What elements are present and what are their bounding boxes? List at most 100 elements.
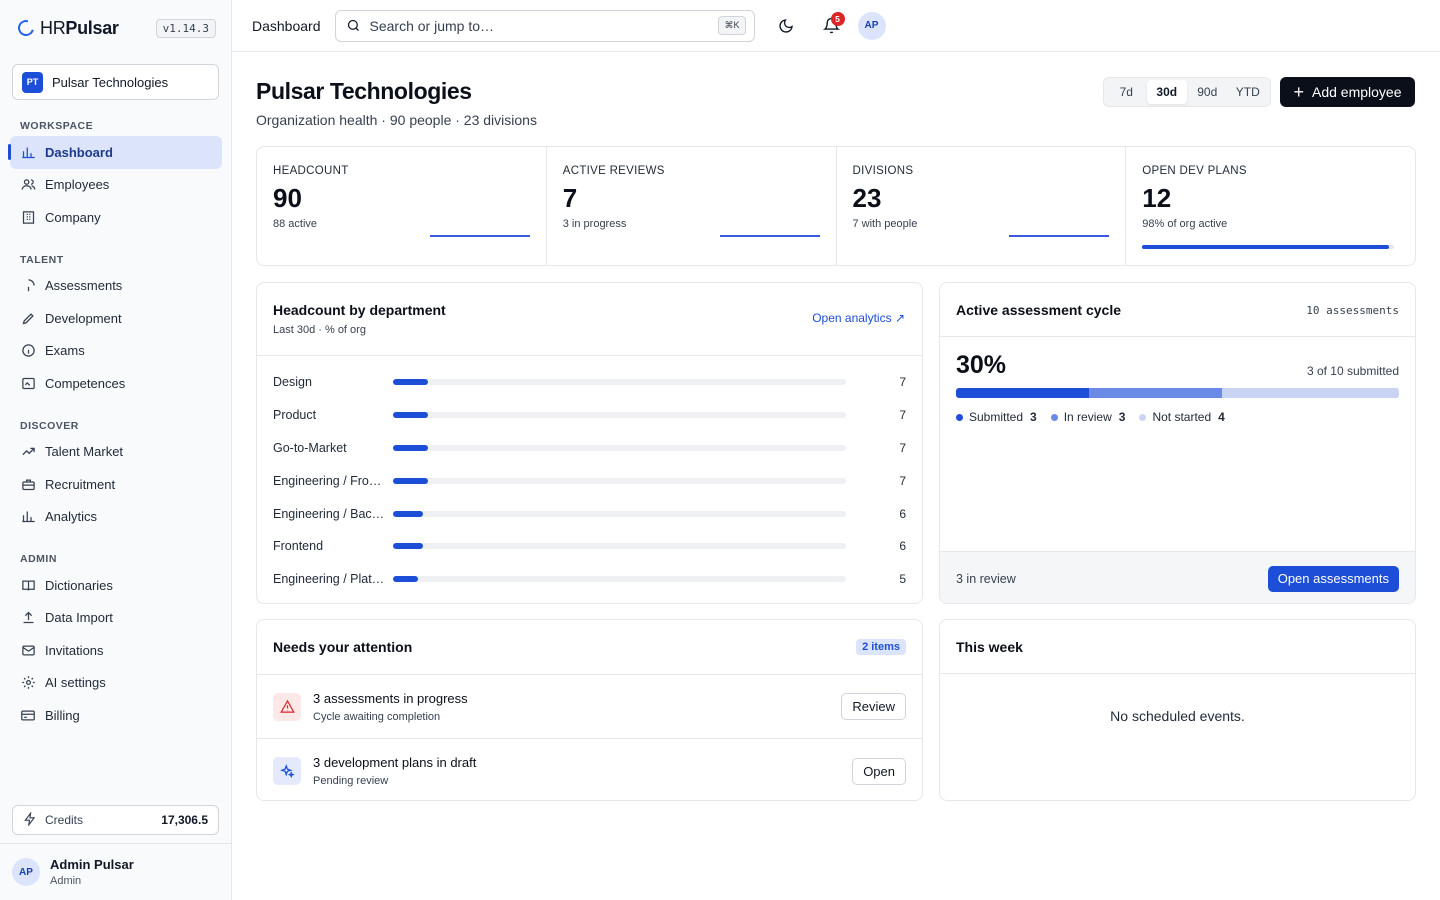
dept-bar-track xyxy=(393,477,846,484)
sidebar-item-competences[interactable]: Competences xyxy=(10,367,222,400)
open-assessments-button[interactable]: Open assessments xyxy=(1267,565,1399,592)
kpi-headcount: HEADCOUNT 90 88 active xyxy=(257,147,547,265)
mail-icon xyxy=(20,642,36,658)
dept-value: 5 xyxy=(899,572,906,587)
range-90d-button[interactable]: 90d xyxy=(1197,85,1218,99)
sidebar-item-invitations[interactable]: Invitations xyxy=(10,634,222,667)
add-employee-label: Add employee xyxy=(1312,84,1402,100)
credits-box[interactable]: Credits 17,306.5 xyxy=(12,805,219,835)
dept-row[interactable]: Engineering / Plat… 5 xyxy=(273,563,906,596)
org-name: Pulsar Technologies xyxy=(52,74,169,90)
credits-value: 17,306.5 xyxy=(161,813,208,827)
kpi-open-dev-plans: OPEN DEV PLANS 12 98% of org active xyxy=(1126,147,1415,265)
sidebar-item-analytics[interactable]: Analytics xyxy=(10,501,222,534)
dept-row[interactable]: Frontend 6 xyxy=(273,530,906,563)
dept-row[interactable]: Design 7 xyxy=(273,366,906,399)
user-avatar-button[interactable]: AP xyxy=(857,11,886,40)
sidebar-item-label: Assessments xyxy=(45,278,123,294)
cycle-title: Active assessment cycle xyxy=(956,302,1121,318)
sidebar-item-billing[interactable]: Billing xyxy=(10,699,222,732)
sidebar-item-dashboard[interactable]: Dashboard xyxy=(8,136,222,169)
open-analytics-link[interactable]: Open analytics ↗ xyxy=(812,311,905,325)
review-button[interactable]: Review xyxy=(841,693,906,720)
kpi-subtext: 98% of org active xyxy=(1142,218,1228,230)
credit-card-icon xyxy=(20,707,36,723)
dept-bar-track xyxy=(393,543,846,550)
trending-up-icon xyxy=(20,444,36,460)
sidebar-item-company[interactable]: Company xyxy=(10,201,222,234)
sidebar-item-assessments[interactable]: Assessments xyxy=(10,270,222,303)
version-badge: v1.14.3 xyxy=(155,18,216,38)
dept-row[interactable]: Product 7 xyxy=(273,399,906,432)
dept-name: Engineering / Plat… xyxy=(273,572,385,587)
gear-icon xyxy=(20,675,36,691)
org-badge: PT xyxy=(22,71,43,93)
dept-bar xyxy=(393,510,424,517)
dept-bar xyxy=(393,477,429,484)
sidebar-item-data-import[interactable]: Data Import xyxy=(10,602,222,635)
notifications-button[interactable]: 5 xyxy=(816,10,848,42)
theme-toggle-button[interactable] xyxy=(770,10,802,42)
legend-value: 3 xyxy=(1118,410,1126,424)
dept-value: 6 xyxy=(899,539,906,554)
dept-row[interactable]: Go-to-Market 7 xyxy=(273,432,906,465)
dept-name: Design xyxy=(273,375,312,390)
legend-in-review: In review 3 xyxy=(1050,410,1126,424)
open-button[interactable]: Open xyxy=(852,757,906,785)
range-30d-button[interactable]: 30d xyxy=(1146,80,1187,104)
sidebar-item-label: Dashboard xyxy=(45,144,113,160)
dept-name: Engineering / Bac… xyxy=(273,506,385,521)
sidebar-item-recruitment[interactable]: Recruitment xyxy=(10,468,222,501)
page-subtitle: Organization health · 90 people · 23 div… xyxy=(256,112,537,128)
breadcrumb[interactable]: Dashboard xyxy=(252,17,321,34)
sidebar-item-exams[interactable]: Exams xyxy=(10,335,222,368)
sidebar-item-development[interactable]: Development xyxy=(10,302,222,335)
date-range-selector: 7d 30d 90d YTD xyxy=(1103,77,1271,107)
sidebar-item-employees[interactable]: Employees xyxy=(10,169,222,202)
kpi-progress-fill xyxy=(1142,245,1390,249)
bolt-icon xyxy=(23,810,37,829)
user-profile[interactable]: AP Admin Pulsar Admin xyxy=(0,843,231,900)
cycle-submitted: 3 of 10 submitted xyxy=(1306,364,1399,378)
kpi-label: HEADCOUNT xyxy=(273,165,349,177)
org-switcher[interactable]: PT Pulsar Technologies xyxy=(12,64,219,100)
dept-row[interactable]: Engineering / Bac… 6 xyxy=(273,497,906,530)
range-ytd-button[interactable]: YTD xyxy=(1235,85,1260,99)
kpi-sparkline xyxy=(719,235,820,237)
dept-value: 7 xyxy=(899,473,906,488)
sidebar-item-label: Recruitment xyxy=(45,476,116,492)
dept-row[interactable]: Engineering / Fro… 7 xyxy=(273,464,906,497)
sidebar-item-label: Competences xyxy=(45,375,126,391)
dept-bar xyxy=(393,576,419,583)
book-icon xyxy=(20,577,36,593)
legend-label: In review xyxy=(1063,410,1112,424)
dept-value: 7 xyxy=(899,440,906,455)
dept-bar-track xyxy=(393,576,846,583)
add-employee-button[interactable]: + Add employee xyxy=(1280,77,1415,107)
sidebar-item-ai-settings[interactable]: AI settings xyxy=(10,667,222,700)
pencil-icon xyxy=(20,310,36,326)
kpi-progress-bar xyxy=(1142,245,1395,249)
kpi-subtext: 88 active xyxy=(273,218,318,230)
nav-section-talent: TALENT xyxy=(20,253,64,266)
legend-not-started: Not started 4 xyxy=(1139,410,1225,424)
brand-name[interactable]: HRPulsar xyxy=(40,17,119,38)
legend-value: 4 xyxy=(1218,410,1225,424)
range-7d-button[interactable]: 7d xyxy=(1119,85,1133,99)
sidebar: HRPulsar v1.14.3 PT Pulsar Technologies … xyxy=(0,0,232,900)
dept-name: Product xyxy=(273,408,317,423)
dept-card-subtitle: Last 30d · % of org xyxy=(273,324,366,336)
sidebar-item-dictionaries[interactable]: Dictionaries xyxy=(10,569,222,602)
info-icon xyxy=(20,343,36,359)
user-role: Admin xyxy=(50,875,82,887)
this-week-card: This week No scheduled events. xyxy=(939,619,1416,801)
search-placeholder: Search or jump to… xyxy=(369,17,495,34)
kpi-value: 90 xyxy=(273,183,302,213)
search-input[interactable]: Search or jump to… ⌘K xyxy=(334,9,755,42)
dept-bar xyxy=(393,379,429,386)
sidebar-nav: WORKSPACE Dashboard Employees Company TALENT… xyxy=(8,112,222,732)
sidebar-item-talent-market[interactable]: Talent Market xyxy=(10,436,222,469)
kpi-strip: HEADCOUNT 90 88 active ACTIVE REVIEWS 7 3 in … xyxy=(256,146,1416,266)
attention-item-title: 3 development plans in draft xyxy=(313,755,477,770)
cycle-legend: Submitted 3 In review 3 Not started 4 xyxy=(956,410,1399,424)
